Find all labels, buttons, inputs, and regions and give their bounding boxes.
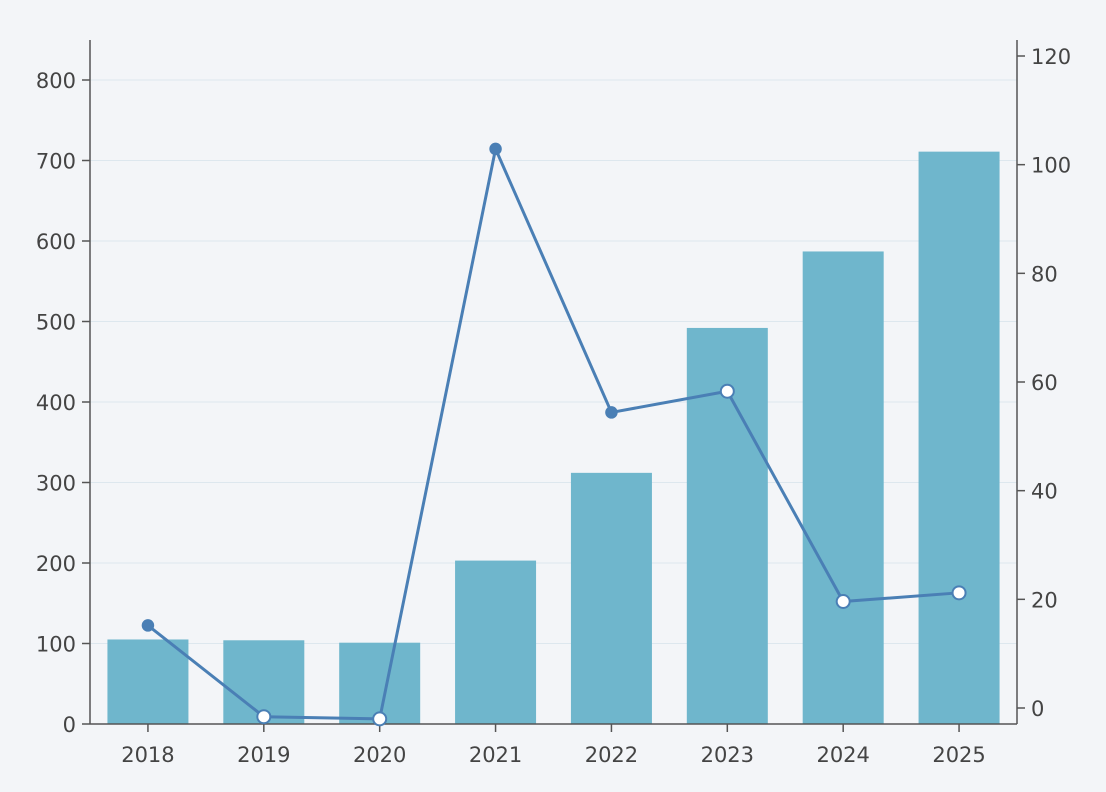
- bar-2021: [455, 560, 537, 724]
- x-tick-label: 2025: [932, 743, 985, 767]
- right-tick-label: 0: [1031, 697, 1044, 721]
- right-tick-label: 80: [1031, 262, 1058, 286]
- x-tick-label: 2024: [816, 743, 869, 767]
- bar-2020: [339, 642, 421, 724]
- bar-2024: [802, 251, 884, 724]
- grid-lines: [90, 79, 1017, 644]
- x-tick-label: 2022: [585, 743, 638, 767]
- bar-2018: [107, 639, 189, 724]
- left-tick-label: 700: [36, 150, 76, 174]
- line-series: [141, 142, 967, 727]
- bar-series: [107, 151, 1000, 724]
- growth-line: [147, 147, 960, 721]
- right-tick-label: 40: [1031, 480, 1058, 504]
- bar-2022: [570, 472, 652, 724]
- line-point-2019: [256, 709, 272, 725]
- x-tick-label: 2019: [237, 743, 290, 767]
- axes: [82, 40, 1025, 732]
- tick-labels: 0 100 200 300 400 500 600 700 800 0 20 40 60 80 100 120…: [36, 45, 1071, 767]
- line-point-2022: [605, 406, 618, 419]
- left-tick-label: 800: [36, 69, 76, 93]
- left-tick-label: 200: [36, 552, 76, 576]
- left-tick-label: 500: [36, 311, 76, 335]
- right-tick-label: 120: [1031, 45, 1071, 69]
- line-point-2025: [951, 585, 967, 601]
- right-tick-label: 100: [1031, 154, 1071, 178]
- left-tick-label: 0: [63, 713, 76, 737]
- line-point-2020: [372, 711, 388, 727]
- left-tick-label: 300: [36, 472, 76, 496]
- right-tick-label: 60: [1031, 371, 1058, 395]
- right-tick-label: 20: [1031, 588, 1058, 612]
- line-point-2023: [719, 383, 735, 399]
- x-tick-label: 2021: [469, 743, 522, 767]
- x-tick-label: 2020: [353, 743, 406, 767]
- left-tick-label: 400: [36, 391, 76, 415]
- x-tick-label: 2018: [121, 743, 174, 767]
- x-tick-label: 2023: [701, 743, 754, 767]
- bar-2025: [918, 151, 1000, 724]
- left-tick-label: 600: [36, 230, 76, 254]
- left-tick-label: 100: [36, 633, 76, 657]
- line-point-2021: [489, 142, 502, 156]
- line-point-2024: [835, 594, 851, 610]
- line-point-2018: [141, 619, 155, 632]
